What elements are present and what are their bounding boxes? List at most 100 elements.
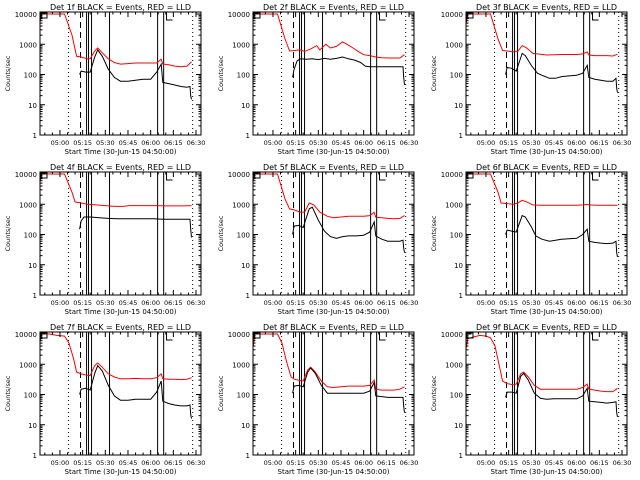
x-tick-label: 05:45	[545, 459, 564, 467]
y-tick-label: 1	[246, 132, 250, 140]
x-tick-label: 06:30	[400, 139, 419, 147]
x-axis-label: Start Time (30-Jun-15 04:50:00)	[491, 468, 603, 476]
y-tick-label: 100	[237, 72, 250, 80]
series-lld	[253, 13, 405, 59]
series-lld	[466, 173, 618, 206]
x-tick-label: 06:00	[567, 299, 586, 307]
x-tick-label: 05:30	[522, 139, 541, 147]
y-tick-label: 1	[33, 292, 37, 300]
x-tick-label: 05:30	[96, 299, 115, 307]
series-lld	[253, 333, 405, 391]
x-tick-label: 06:00	[141, 299, 160, 307]
x-tick-label: 05:00	[264, 459, 283, 467]
y-tick-label: 10	[454, 262, 463, 270]
y-tick-label: 10000	[228, 11, 250, 19]
y-axis-label: Counts/sec	[430, 215, 438, 251]
corner-marker-bracket	[166, 332, 173, 341]
y-axis-label: Counts/sec	[4, 215, 12, 251]
series-lld	[40, 333, 192, 381]
x-tick-label: 06:15	[590, 459, 609, 467]
corner-marker-bracket	[379, 172, 386, 181]
y-tick-label: 10000	[441, 171, 463, 179]
x-axis-label: Start Time (30-Jun-15 04:50:00)	[65, 468, 177, 476]
x-tick-label: 06:15	[164, 459, 183, 467]
series-events	[292, 367, 405, 413]
y-tick-label: 1000	[232, 361, 250, 369]
x-tick-label: 06:30	[400, 299, 419, 307]
x-tick-label: 05:45	[332, 459, 351, 467]
y-tick-label: 1	[246, 292, 250, 300]
x-tick-label: 05:45	[119, 299, 138, 307]
x-axis-label: Start Time (30-Jun-15 04:50:00)	[278, 468, 390, 476]
y-tick-label: 10000	[441, 11, 463, 19]
panel-title: Det 7f BLACK = Events, RED = LLD	[50, 323, 191, 332]
x-axis-label: Start Time (30-Jun-15 04:50:00)	[278, 308, 390, 316]
y-tick-label: 10000	[15, 11, 37, 19]
x-tick-label: 05:00	[264, 299, 283, 307]
panel-det-5f: 1 10 100 1000 10000 05:00 05:15 05:30 05:45 06:00…	[217, 163, 418, 316]
x-tick-label: 06:30	[187, 299, 206, 307]
x-axis-label: Start Time (30-Jun-15 04:50:00)	[491, 308, 603, 316]
x-tick-label: 06:30	[400, 459, 419, 467]
series-lld	[466, 334, 618, 393]
panel-det-2f: 1 10 100 1000 10000 05:00 05:15 05:30 05:45 06:00…	[217, 3, 418, 156]
y-tick-label: 100	[24, 72, 37, 80]
y-tick-label: 10	[241, 262, 250, 270]
panel-title: Det 1f BLACK = Events, RED = LLD	[50, 3, 191, 12]
y-tick-label: 100	[450, 72, 463, 80]
y-tick-label: 1	[459, 292, 463, 300]
x-tick-label: 05:00	[51, 139, 70, 147]
y-axis-label: Counts/sec	[430, 55, 438, 91]
x-tick-label: 06:15	[377, 139, 396, 147]
y-tick-label: 1	[459, 452, 463, 460]
x-tick-label: 05:45	[119, 139, 138, 147]
x-tick-label: 06:15	[164, 299, 183, 307]
series-lld	[40, 13, 192, 68]
y-tick-label: 1000	[232, 201, 250, 209]
x-tick-label: 05:15	[286, 139, 305, 147]
corner-marker-bracket	[379, 12, 386, 21]
y-axis-label: Counts/sec	[217, 215, 225, 251]
x-tick-label: 05:45	[119, 459, 138, 467]
y-tick-label: 10	[28, 422, 37, 430]
series-events	[505, 52, 618, 93]
x-tick-label: 05:30	[309, 299, 328, 307]
x-tick-label: 05:15	[499, 299, 518, 307]
x-tick-label: 05:30	[309, 139, 328, 147]
x-tick-label: 06:00	[567, 459, 586, 467]
x-tick-label: 06:00	[141, 459, 160, 467]
x-tick-label: 05:15	[499, 459, 518, 467]
x-tick-label: 05:00	[477, 459, 496, 467]
series-events	[292, 56, 405, 86]
x-tick-label: 06:30	[613, 299, 632, 307]
x-axis-label: Start Time (30-Jun-15 04:50:00)	[65, 308, 177, 316]
y-axis-label: Counts/sec	[4, 55, 12, 91]
panel-title: Det 6f BLACK = Events, RED = LLD	[476, 163, 617, 172]
y-tick-label: 100	[237, 232, 250, 240]
y-axis-label: Counts/sec	[4, 375, 12, 411]
x-tick-label: 05:15	[286, 459, 305, 467]
panel-det-1f: 1 10 100 1000 10000 05:00 05:15 05:30 05:45 06:00…	[4, 3, 205, 156]
x-tick-label: 05:30	[522, 459, 541, 467]
x-tick-label: 06:15	[590, 139, 609, 147]
y-tick-label: 10000	[15, 171, 37, 179]
y-tick-label: 1000	[19, 41, 37, 49]
y-tick-label: 1000	[232, 41, 250, 49]
series-lld	[40, 173, 192, 207]
corner-marker-bracket	[592, 12, 599, 21]
y-tick-label: 1	[33, 132, 37, 140]
corner-marker-bracket	[592, 172, 599, 181]
series-events	[292, 206, 405, 253]
panel-det-9f: 1 10 100 1000 10000 05:00 05:15 05:30 05:45 06:00…	[430, 323, 631, 476]
panel-title: Det 8f BLACK = Events, RED = LLD	[263, 323, 404, 332]
panel-det-3f: 1 10 100 1000 10000 05:00 05:15 05:30 05:45 06:00…	[430, 3, 631, 156]
panel-det-8f: 1 10 100 1000 10000 05:00 05:15 05:30 05:45 06:00…	[217, 323, 418, 476]
y-tick-label: 1000	[445, 41, 463, 49]
panel-title: Det 4f BLACK = Events, RED = LLD	[50, 163, 191, 172]
x-tick-label: 05:00	[51, 299, 70, 307]
y-tick-label: 100	[237, 392, 250, 400]
corner-marker-bracket	[166, 12, 173, 21]
x-tick-label: 06:30	[613, 139, 632, 147]
